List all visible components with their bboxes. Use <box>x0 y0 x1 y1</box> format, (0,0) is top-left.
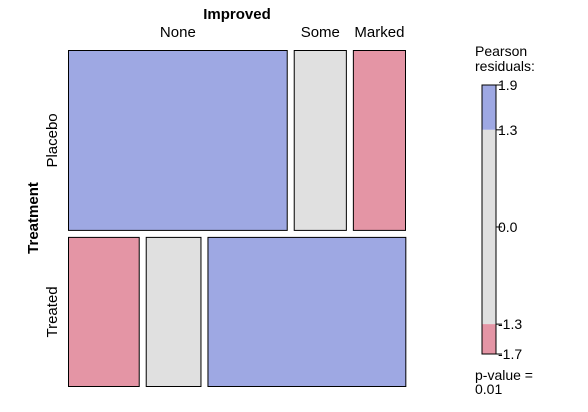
legend-title-line1: Pearson <box>475 43 527 59</box>
legend-tick-label-1: 1.3 <box>498 122 518 138</box>
legend-band-0 <box>482 85 496 130</box>
legend-title-line2: residuals: <box>475 58 535 74</box>
tile-placebo-none <box>68 50 288 231</box>
legend-tick-label-0: 1.9 <box>498 77 518 93</box>
legend-band-1 <box>482 129 496 325</box>
residual-legend: Pearson residuals: 1.9 1.3 0.0 -1.3 -1.7 p-v… <box>475 43 535 397</box>
tile-treated-marked <box>207 236 407 387</box>
legend-ticks: 1.9 1.3 0.0 -1.3 -1.7 <box>496 77 522 362</box>
tile-treated-some <box>145 236 202 387</box>
row-label-placebo: Placebo <box>44 113 61 167</box>
legend-tick-label-3: -1.3 <box>498 316 522 332</box>
column-label-marked: Marked <box>354 24 404 41</box>
row-label-treated: Treated <box>44 286 61 337</box>
legend-band-2 <box>482 324 496 354</box>
legend-tick-label-4: -1.7 <box>498 346 522 362</box>
mosaic-tiles <box>68 50 407 387</box>
p-value-label: p-value = <box>475 367 533 383</box>
tile-placebo-some <box>293 50 347 231</box>
row-labels: Placebo Treated <box>44 113 61 337</box>
p-value: 0.01 <box>475 381 502 397</box>
column-variable-label: Improved <box>203 6 271 23</box>
column-labels: None Some Marked <box>160 24 405 41</box>
column-label-some: Some <box>301 24 340 41</box>
legend-bar-frame <box>481 84 497 355</box>
row-variable-label: Treatment <box>25 182 42 254</box>
tile-placebo-marked <box>352 50 406 231</box>
column-label-none: None <box>160 24 196 41</box>
legend-tick-label-2: 0.0 <box>498 219 518 235</box>
tile-treated-none <box>68 236 140 387</box>
legend-color-bar <box>481 84 497 355</box>
